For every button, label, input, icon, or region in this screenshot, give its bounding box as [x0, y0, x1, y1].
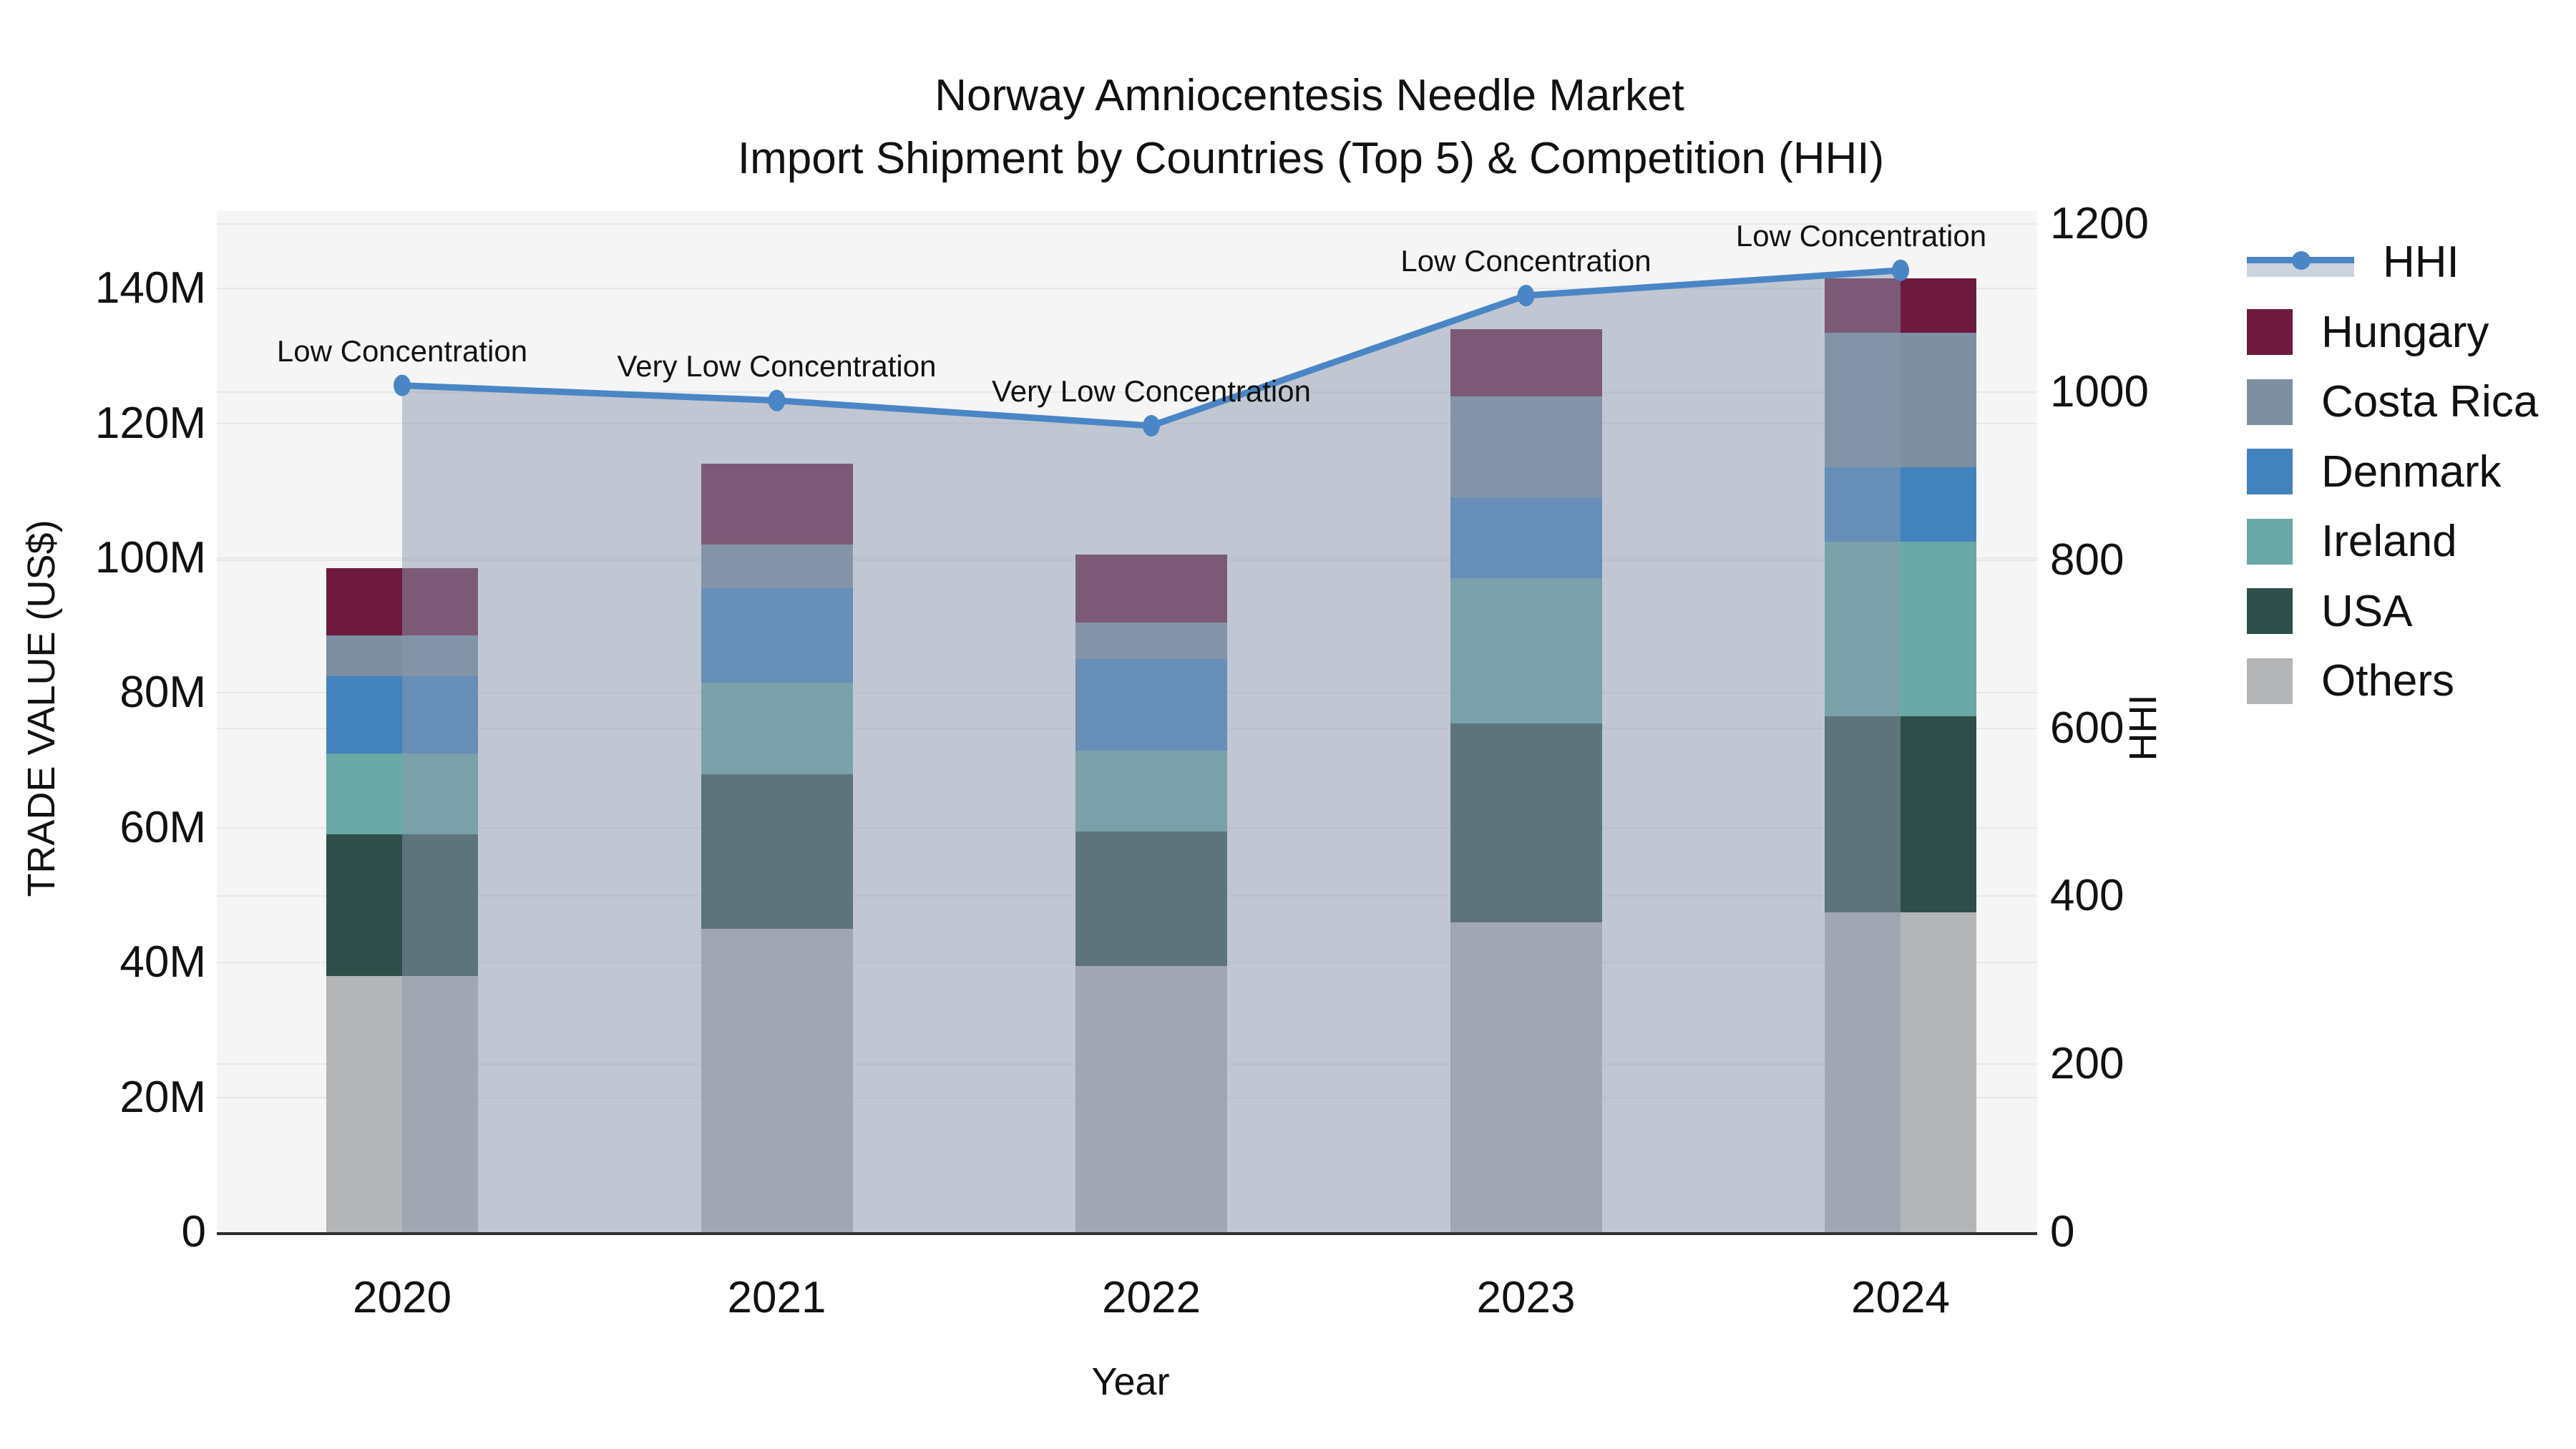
legend-swatch-others [2247, 658, 2293, 704]
annotation-2022: Very Low Concentration [992, 374, 1311, 408]
bar-segment-2021-hungary [701, 464, 853, 545]
bar-segment-2024-costa-rica [1825, 332, 1976, 467]
y-right-tick-1000: 1000 [2050, 366, 2149, 416]
legend-label-denmark: Denmark [2321, 447, 2502, 497]
chart-title-line-1: Norway Amniocentesis Needle Market [935, 71, 1684, 120]
y-right-tick-200: 200 [2050, 1039, 2124, 1089]
bar-segment-2020-usa [326, 834, 478, 977]
gridline-right-1200 [217, 223, 2037, 225]
annotation-2023: Low Concentration [1400, 243, 1652, 278]
legend-label-ireland: Ireland [2321, 517, 2457, 566]
bar-segment-2020-others [326, 976, 478, 1232]
x-tick-2020: 2020 [353, 1273, 452, 1322]
bar-segment-2021-denmark [701, 588, 853, 683]
bar-segment-2023-costa-rica [1450, 396, 1602, 498]
y-right-tick-400: 400 [2050, 871, 2124, 921]
y-left-tick-60M: 60M [119, 802, 206, 852]
y-right-tick-1200: 1200 [2050, 199, 2149, 249]
bar-segment-2024-usa [1825, 716, 1976, 912]
y-left-tick-100M: 100M [94, 533, 206, 583]
bar-segment-2024-others [1825, 912, 1976, 1232]
y-right-tick-0: 0 [2050, 1207, 2075, 1257]
legend-hhi-marker-swatch [2292, 250, 2311, 270]
bar-segment-2022-usa [1075, 831, 1227, 966]
bar-segment-2023-denmark [1450, 497, 1602, 579]
y-right-tick-800: 800 [2050, 535, 2124, 585]
y-right-tick-600: 600 [2050, 703, 2124, 753]
bar-segment-2020-costa-rica [326, 635, 478, 676]
bar-segment-2021-ireland [701, 683, 853, 774]
bar-segment-2022-costa-rica [1075, 622, 1227, 660]
bar-segment-2023-ireland [1450, 578, 1602, 723]
annotation-2024: Low Concentration [1735, 218, 1987, 253]
legend-label-others: Others [2321, 656, 2455, 706]
bar-segment-2022-hungary [1075, 555, 1227, 623]
x-tick-2022: 2022 [1102, 1273, 1201, 1322]
hhi-marker-2021 [768, 389, 786, 411]
legend-label-usa: USA [2321, 586, 2413, 636]
bar-segment-2022-others [1075, 965, 1227, 1232]
y-left-tick-120M: 120M [94, 398, 206, 448]
legend-item-hungary: Hungary [2247, 298, 2489, 367]
y-left-tick-80M: 80M [119, 668, 206, 718]
y-left-tick-0: 0 [181, 1207, 206, 1257]
bar-segment-2022-ireland [1075, 750, 1227, 831]
bar-segment-2021-others [701, 929, 853, 1232]
annotation-2021: Very Low Concentration [617, 348, 937, 383]
chart-title-line-2: Import Shipment by Countries (Top 5) & C… [737, 134, 1885, 183]
bar-segment-2022-denmark [1075, 659, 1227, 751]
gridline-left-140M [217, 288, 2037, 290]
x-tick-2021: 2021 [727, 1273, 826, 1322]
bar-segment-2023-usa [1450, 723, 1602, 922]
legend-item-hhi: HHI [2247, 228, 2459, 297]
bar-segment-2023-hungary [1450, 328, 1602, 397]
legend-swatch-costa-rica [2247, 379, 2293, 425]
legend-hhi-sample [2247, 240, 2354, 286]
legend-label-hhi: HHI [2383, 238, 2459, 287]
legend-swatch-usa [2247, 588, 2293, 634]
bar-segment-2024-denmark [1825, 467, 1976, 542]
legend-item-usa: USA [2247, 577, 2412, 646]
x-tick-2024: 2024 [1851, 1273, 1950, 1322]
x-axis-line [217, 1232, 2037, 1235]
bar-segment-2024-ireland [1825, 541, 1976, 717]
annotation-2020: Low Concentration [276, 333, 528, 368]
bar-segment-2021-costa-rica [701, 545, 853, 589]
x-tick-2023: 2023 [1476, 1273, 1576, 1322]
bar-segment-2023-others [1450, 922, 1602, 1232]
legend-item-costa-rica: Costa Rica [2247, 367, 2538, 436]
bar-segment-2024-hungary [1825, 278, 1976, 333]
gridline-left-120M [217, 422, 2037, 424]
legend-swatch-denmark [2247, 449, 2293, 494]
bar-segment-2020-ireland [326, 753, 478, 835]
x-axis-title: Year [1091, 1360, 1170, 1403]
y-left-tick-40M: 40M [119, 937, 206, 987]
bar-segment-2020-hungary [326, 568, 478, 636]
bar-segment-2021-usa [701, 774, 853, 930]
legend-item-denmark: Denmark [2247, 437, 2502, 507]
legend-item-ireland: Ireland [2247, 507, 2457, 576]
legend-swatch-ireland [2247, 518, 2293, 565]
bar-segment-2020-denmark [326, 675, 478, 754]
legend-swatch-hungary [2247, 309, 2293, 355]
legend-label-costa-rica: Costa Rica [2321, 377, 2539, 426]
legend-item-others: Others [2247, 646, 2454, 716]
y-left-tick-140M: 140M [94, 263, 206, 313]
y-left-tick-20M: 20M [119, 1072, 206, 1122]
hhi-marker-2020 [394, 374, 411, 396]
legend-label-hungary: Hungary [2321, 307, 2489, 357]
hhi-marker-2022 [1143, 414, 1160, 436]
